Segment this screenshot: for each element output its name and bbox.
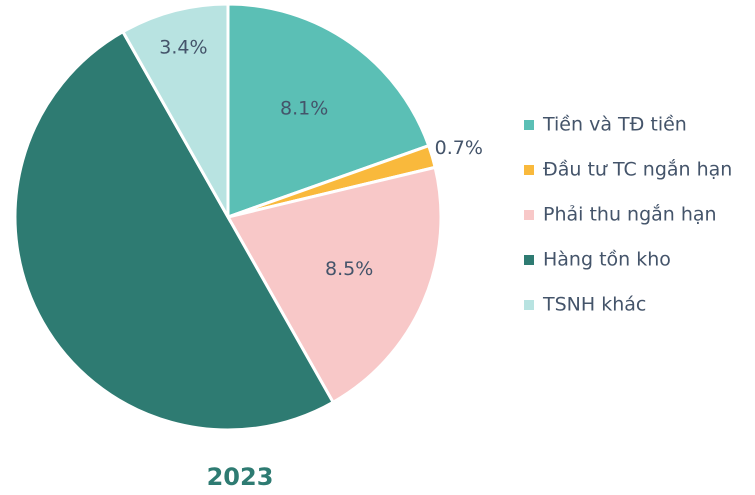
chart-title: 2023 (207, 463, 274, 491)
pie-slice (226, 2, 431, 220)
legend-label: TSNH khác (542, 294, 646, 316)
legend-label: Hàng tồn kho (543, 249, 671, 271)
legend-label: Phải thu ngắn hạn (543, 203, 717, 226)
legend-swatch (524, 210, 534, 220)
data-label: 8.5% (325, 258, 373, 280)
data-label: 0.7% (435, 137, 483, 159)
legend-label: Tiền và TĐ tiền (542, 114, 687, 136)
legend-label: Đầu tư TC ngắn hạn (543, 158, 732, 181)
pie-slice (120, 2, 230, 223)
legend-swatch (524, 255, 534, 265)
pie-slice (13, 29, 336, 432)
legend-swatch (524, 120, 534, 130)
legend-swatch (524, 165, 534, 175)
pie-slice (225, 165, 443, 405)
data-label: 3.4% (159, 37, 207, 59)
data-label: 8.1% (280, 98, 328, 120)
legend-swatch (524, 300, 534, 310)
